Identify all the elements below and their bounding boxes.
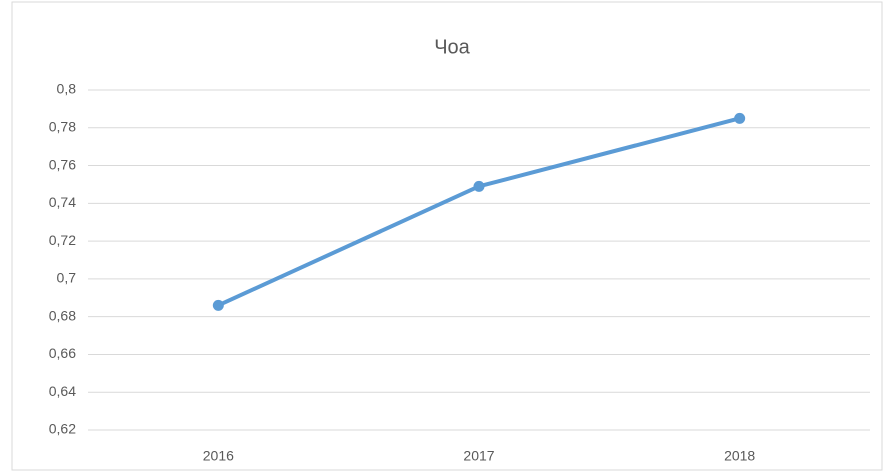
y-tick-label: 0,68 — [49, 307, 76, 323]
marker — [473, 180, 485, 192]
marker — [734, 112, 746, 124]
marker — [212, 299, 224, 311]
y-tick-label: 0,8 — [57, 81, 77, 97]
x-tick-label: 2016 — [203, 448, 234, 464]
y-tick-label: 0,78 — [49, 118, 76, 134]
chart-border — [11, 1, 883, 471]
y-tick-label: 0,76 — [49, 156, 76, 172]
y-tick-label: 0,66 — [49, 345, 76, 361]
x-tick-label: 2017 — [463, 448, 494, 464]
y-tick-label: 0,64 — [49, 383, 76, 399]
x-tick-label: 2018 — [724, 448, 755, 464]
chart-title: Чоа — [434, 36, 470, 58]
y-tick-label: 0,72 — [49, 232, 76, 248]
y-tick-label: 0,7 — [57, 270, 77, 286]
y-tick-label: 0,74 — [49, 194, 76, 210]
y-tick-label: 0,62 — [49, 421, 76, 437]
